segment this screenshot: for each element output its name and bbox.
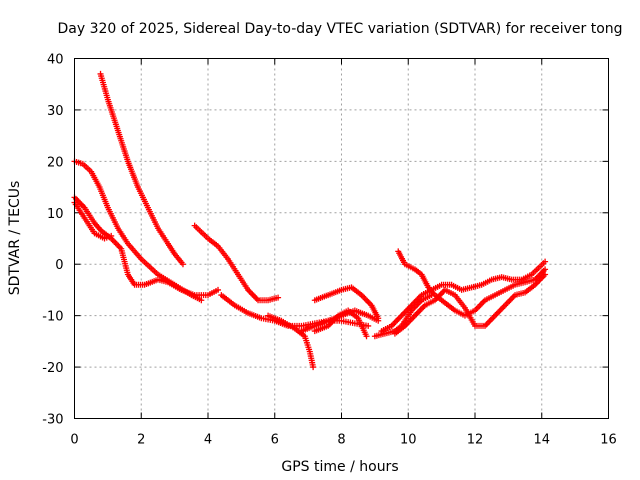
tick-layer: 0 2 4 6 8 10 12 14 16 40 30 20 10 0 -10 -20 -30 — [42, 53, 617, 448]
series-arc-11 — [378, 258, 549, 335]
y-tick-label: -20 — [42, 361, 63, 376]
data-point — [215, 286, 222, 293]
points-layer — [71, 70, 549, 371]
data-point — [375, 317, 382, 324]
y-tick-label: -30 — [42, 413, 63, 428]
y-axis-label: SDTVAR / TECUs — [7, 181, 23, 296]
data-point — [310, 364, 317, 371]
series-arc-5 — [191, 222, 282, 304]
x-tick-label: 6 — [271, 433, 279, 448]
data-point — [198, 297, 205, 304]
plot-frame — [74, 58, 609, 419]
x-tick-label: 10 — [400, 433, 417, 448]
series-arc-13 — [395, 248, 549, 319]
series-arc-1 — [97, 70, 186, 268]
data-point — [275, 294, 282, 301]
y-tick-label: 20 — [47, 155, 64, 170]
series-arc-9 — [311, 284, 382, 322]
y-tick-label: 0 — [55, 258, 63, 273]
series-arc-10 — [298, 307, 382, 335]
x-tick-label: 2 — [137, 433, 145, 448]
y-tick-label: 10 — [47, 207, 64, 222]
data-point — [179, 261, 186, 268]
series-arc-3 — [71, 194, 222, 299]
x-tick-label: 16 — [600, 433, 617, 448]
data-point — [365, 322, 372, 329]
x-tick-label: 12 — [467, 433, 484, 448]
series-arc-2 — [71, 158, 205, 304]
x-tick-label: 0 — [70, 433, 78, 448]
x-tick-label: 4 — [204, 433, 212, 448]
data-point — [542, 266, 549, 273]
y-tick-label: 40 — [47, 53, 64, 68]
x-tick-label: 8 — [337, 433, 345, 448]
y-tick-label: -10 — [42, 310, 63, 325]
x-axis-label: GPS time / hours — [281, 459, 398, 475]
chart-title: Day 320 of 2025, Sidereal Day-to-day VTE… — [57, 21, 622, 37]
x-tick-label: 14 — [533, 433, 550, 448]
series-arc-14 — [371, 292, 435, 340]
grid-layer — [74, 58, 609, 419]
data-point — [542, 258, 549, 265]
data-point — [108, 232, 115, 239]
y-tick-label: 30 — [47, 104, 64, 119]
series-arc-12 — [391, 271, 549, 337]
data-point — [428, 292, 435, 299]
data-point — [363, 333, 370, 340]
series-arc-7 — [265, 312, 317, 371]
